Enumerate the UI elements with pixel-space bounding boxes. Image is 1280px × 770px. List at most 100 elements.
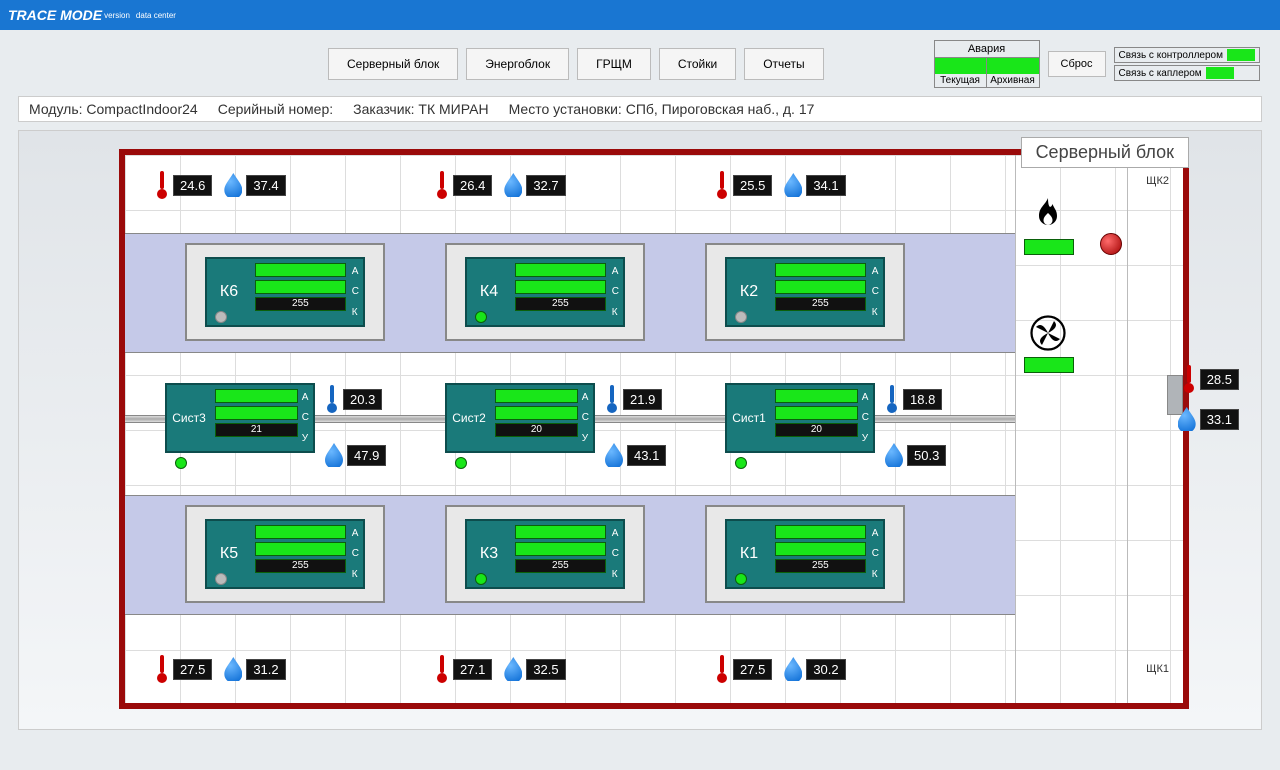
info-module: CompactIndoor24 <box>86 101 197 117</box>
temp-value: 24.6 <box>173 175 212 196</box>
status-controller: Связь с контроллером <box>1114 47 1260 63</box>
temp-value: 26.4 <box>453 175 492 196</box>
fire-icon <box>1030 195 1066 231</box>
mid-temp-sensor: 18.8 <box>885 385 942 413</box>
humidity-sensor: 34.1 <box>784 173 845 197</box>
cooling-unit[interactable]: К4 255 АСК <box>445 243 645 341</box>
sensor-group: 27.5 30.2 <box>715 655 846 683</box>
thermometer-icon <box>605 385 619 413</box>
ext-humidity-sensor: 33.1 <box>1178 407 1239 431</box>
unit-label: К3 <box>467 521 511 587</box>
mid-temp-sensor: 20.3 <box>325 385 382 413</box>
unit-bar-s <box>255 280 346 294</box>
temp-sensor: 27.5 <box>715 655 772 683</box>
nav-grshm[interactable]: ГРЩМ <box>577 48 651 80</box>
humidity-value: 31.2 <box>246 659 285 680</box>
drop-icon <box>224 173 242 197</box>
unit-led <box>735 311 747 323</box>
mid-humidity-sensor: 47.9 <box>325 443 386 467</box>
sensor-group: 25.5 34.1 <box>715 171 846 199</box>
humidity-value: 30.2 <box>806 659 845 680</box>
mid-temp-sensor: 21.9 <box>605 385 662 413</box>
ext-temp-value: 28.5 <box>1200 369 1239 390</box>
sensor-group: 26.4 32.7 <box>435 171 566 199</box>
status-coupler: Связь с каплером <box>1114 65 1260 81</box>
unit-value: 255 <box>775 559 866 573</box>
sist-led <box>455 457 467 469</box>
nav-reports[interactable]: Отчеты <box>744 48 823 80</box>
mid-humidity-sensor: 43.1 <box>605 443 666 467</box>
temp-sensor: 26.4 <box>435 171 492 199</box>
humidity-value: 43.1 <box>627 445 666 466</box>
unit-bar-a <box>255 525 346 539</box>
alarm-archive-indicator <box>987 58 1039 74</box>
system-unit[interactable]: Сист3 21 АСУ <box>165 383 315 453</box>
system-unit[interactable]: Сист1 20 АСУ <box>725 383 875 453</box>
nav-server-block[interactable]: Серверный блок <box>328 48 458 80</box>
cooling-unit[interactable]: К3 255 АСК <box>445 505 645 603</box>
temp-value: 27.5 <box>173 659 212 680</box>
nav-racks[interactable]: Стойки <box>659 48 736 80</box>
sist-bar-a <box>495 389 578 403</box>
drop-icon <box>885 443 903 467</box>
unit-value: 255 <box>515 559 606 573</box>
temp-sensor: 27.5 <box>155 655 212 683</box>
alarm-current-label: Текущая <box>935 74 987 87</box>
reset-button[interactable]: Сброс <box>1048 51 1106 77</box>
cooling-unit[interactable]: К1 255 АСК <box>705 505 905 603</box>
temp-value: 25.5 <box>733 175 772 196</box>
status-box: Связь с контроллером Связь с каплером <box>1114 47 1260 81</box>
drop-icon <box>784 173 802 197</box>
cooling-unit[interactable]: К2 255 АСК <box>705 243 905 341</box>
alarm-current-indicator <box>935 58 987 74</box>
humidity-sensor: 37.4 <box>224 173 285 197</box>
nav-bar: Серверный блок Энергоблок ГРЩМ Стойки От… <box>0 30 1280 96</box>
sist-led <box>175 457 187 469</box>
thermometer-icon <box>155 655 169 683</box>
humidity-value: 32.5 <box>526 659 565 680</box>
humidity-sensor: 31.2 <box>224 657 285 681</box>
unit-value: 255 <box>255 559 346 573</box>
logo-version: version <box>104 11 130 20</box>
unit-bar-a <box>775 263 866 277</box>
ext-temp-sensor: 28.5 <box>1182 365 1239 393</box>
thermometer-icon <box>435 655 449 683</box>
fan-icon <box>1030 315 1066 351</box>
humidity-sensor: 32.5 <box>504 657 565 681</box>
shk2-label: ЩК2 <box>1146 175 1169 187</box>
nav-energy-block[interactable]: Энергоблок <box>466 48 569 80</box>
sist-led <box>735 457 747 469</box>
info-customer: ТК МИРАН <box>418 101 488 117</box>
unit-led <box>215 573 227 585</box>
thermometer-icon <box>885 385 899 413</box>
drop-icon <box>504 173 522 197</box>
sist-bar-s <box>215 406 298 420</box>
drop-icon <box>504 657 522 681</box>
unit-bar-a <box>775 525 866 539</box>
alarm-archive-label: Архивная <box>987 74 1039 87</box>
unit-label: К6 <box>207 259 251 325</box>
temp-value: 27.5 <box>733 659 772 680</box>
cooling-unit[interactable]: К6 255 АСК <box>185 243 385 341</box>
sist-value: 20 <box>495 423 578 437</box>
unit-bar-a <box>515 525 606 539</box>
cooling-unit[interactable]: К5 255 АСК <box>185 505 385 603</box>
logo: TRACE MODE <box>8 7 102 23</box>
unit-bar-s <box>775 280 866 294</box>
sist-bar-a <box>215 389 298 403</box>
sist-bar-a <box>775 389 858 403</box>
humidity-value: 50.3 <box>907 445 946 466</box>
unit-value: 255 <box>775 297 866 311</box>
system-unit[interactable]: Сист2 20 АСУ <box>445 383 595 453</box>
side-column: ЩК2 ЩК1 <box>1015 155 1183 703</box>
humidity-value: 37.4 <box>246 175 285 196</box>
fan-status <box>1024 357 1074 373</box>
unit-led <box>475 311 487 323</box>
status-controller-indicator <box>1227 49 1255 61</box>
sensor-group: 27.5 31.2 <box>155 655 286 683</box>
sist-value: 21 <box>215 423 298 437</box>
unit-bar-s <box>775 542 866 556</box>
mid-humidity-sensor: 50.3 <box>885 443 946 467</box>
room-title: Серверный блок <box>1021 137 1189 168</box>
unit-value: 255 <box>255 297 346 311</box>
